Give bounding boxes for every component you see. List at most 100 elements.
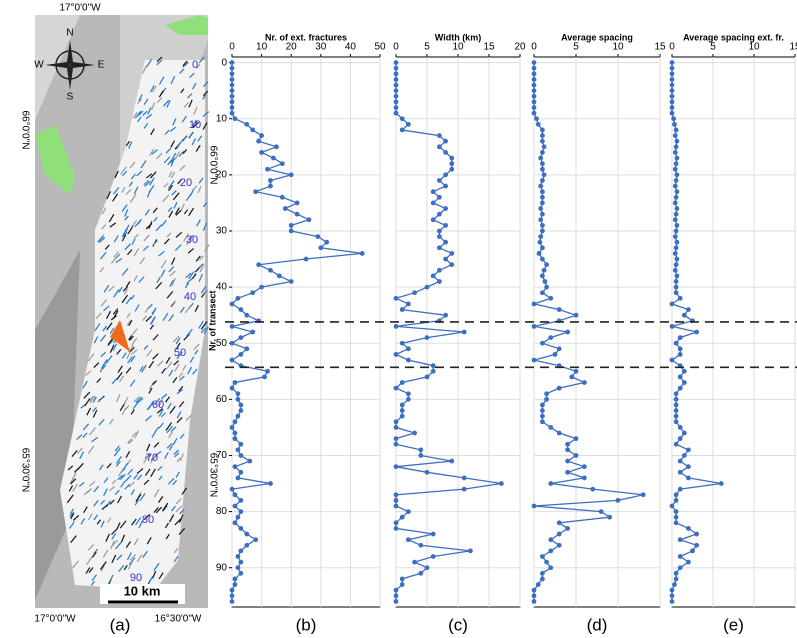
point: [393, 93, 399, 99]
fracture: [153, 562, 160, 571]
fracture: [129, 335, 134, 341]
fracture: [130, 173, 136, 180]
fracture: [150, 316, 156, 325]
point: [673, 520, 679, 526]
fracture: [103, 477, 109, 483]
fracture: [197, 185, 202, 194]
chart-title: Average spacing: [561, 32, 633, 42]
point: [540, 402, 545, 408]
fracture: [105, 355, 113, 364]
point: [238, 402, 244, 408]
point: [468, 548, 473, 554]
fracture: [135, 396, 143, 404]
point: [674, 273, 680, 279]
point: [669, 503, 675, 509]
point: [424, 374, 430, 380]
point: [399, 116, 405, 122]
fracture: [111, 554, 117, 564]
point: [238, 469, 244, 475]
point: [669, 301, 675, 307]
fracture: [161, 219, 167, 227]
y-tick-label: 80: [216, 506, 228, 517]
point: [540, 408, 545, 413]
fracture: [117, 365, 123, 373]
point: [673, 127, 679, 133]
fracture: [169, 270, 176, 277]
transect-label: 30: [186, 234, 198, 246]
point: [541, 267, 547, 273]
point: [673, 570, 679, 576]
point: [437, 279, 442, 284]
point: [537, 239, 543, 245]
point: [677, 346, 683, 352]
fracture: [114, 489, 120, 495]
compass-label: S: [67, 92, 74, 103]
point: [686, 447, 691, 453]
fracture: [109, 344, 115, 353]
point: [229, 357, 235, 363]
scale-label: 10 km: [124, 583, 161, 598]
point: [538, 206, 544, 211]
point: [677, 458, 683, 464]
point: [238, 408, 244, 413]
fracture: [143, 234, 150, 242]
point: [573, 453, 579, 458]
point: [288, 172, 294, 178]
lat-label: 66°0'0"N: [207, 146, 218, 185]
fracture: [106, 190, 112, 200]
fracture: [168, 210, 174, 218]
fracture: [124, 209, 129, 217]
fracture: [194, 304, 199, 312]
fracture: [182, 60, 188, 67]
point: [538, 234, 544, 239]
compass-arrow: [67, 65, 73, 90]
fracture: [129, 553, 137, 561]
point: [531, 88, 537, 94]
x-tick-label: 0: [229, 42, 235, 53]
point: [673, 144, 679, 150]
point: [541, 144, 547, 150]
fracture: [107, 339, 114, 347]
point: [673, 245, 679, 251]
x-tick-label: 15: [789, 42, 797, 53]
point: [443, 150, 448, 155]
point: [540, 256, 545, 262]
point: [677, 335, 683, 341]
fracture: [174, 207, 180, 215]
point: [238, 509, 244, 514]
chart-title: Width (km): [435, 32, 481, 42]
fracture: [144, 209, 151, 216]
fracture: [91, 551, 97, 558]
point: [406, 509, 411, 514]
point: [306, 217, 312, 223]
point: [247, 458, 253, 464]
fracture: [96, 519, 102, 525]
point: [573, 368, 579, 374]
fracture: [172, 118, 177, 126]
fracture: [141, 364, 147, 373]
fracture: [178, 401, 185, 408]
fracture: [138, 276, 145, 283]
point: [229, 65, 235, 71]
fracture: [142, 550, 148, 559]
point: [686, 559, 691, 565]
fracture: [188, 207, 195, 217]
fracture: [171, 190, 177, 196]
fracture: [83, 506, 88, 514]
lon-label: 17°0'0"W: [59, 3, 101, 14]
fracture: [112, 308, 119, 315]
fracture: [110, 256, 118, 265]
fracture: [125, 281, 131, 288]
compass-label: N: [66, 28, 73, 39]
point: [244, 312, 250, 318]
point: [282, 206, 288, 211]
fracture: [107, 337, 114, 346]
transect-label: 20: [180, 177, 192, 189]
point: [256, 138, 262, 144]
fracture: [87, 544, 95, 551]
fracture: [161, 502, 169, 512]
point: [229, 385, 235, 391]
point: [288, 228, 294, 234]
fracture: [128, 439, 134, 445]
